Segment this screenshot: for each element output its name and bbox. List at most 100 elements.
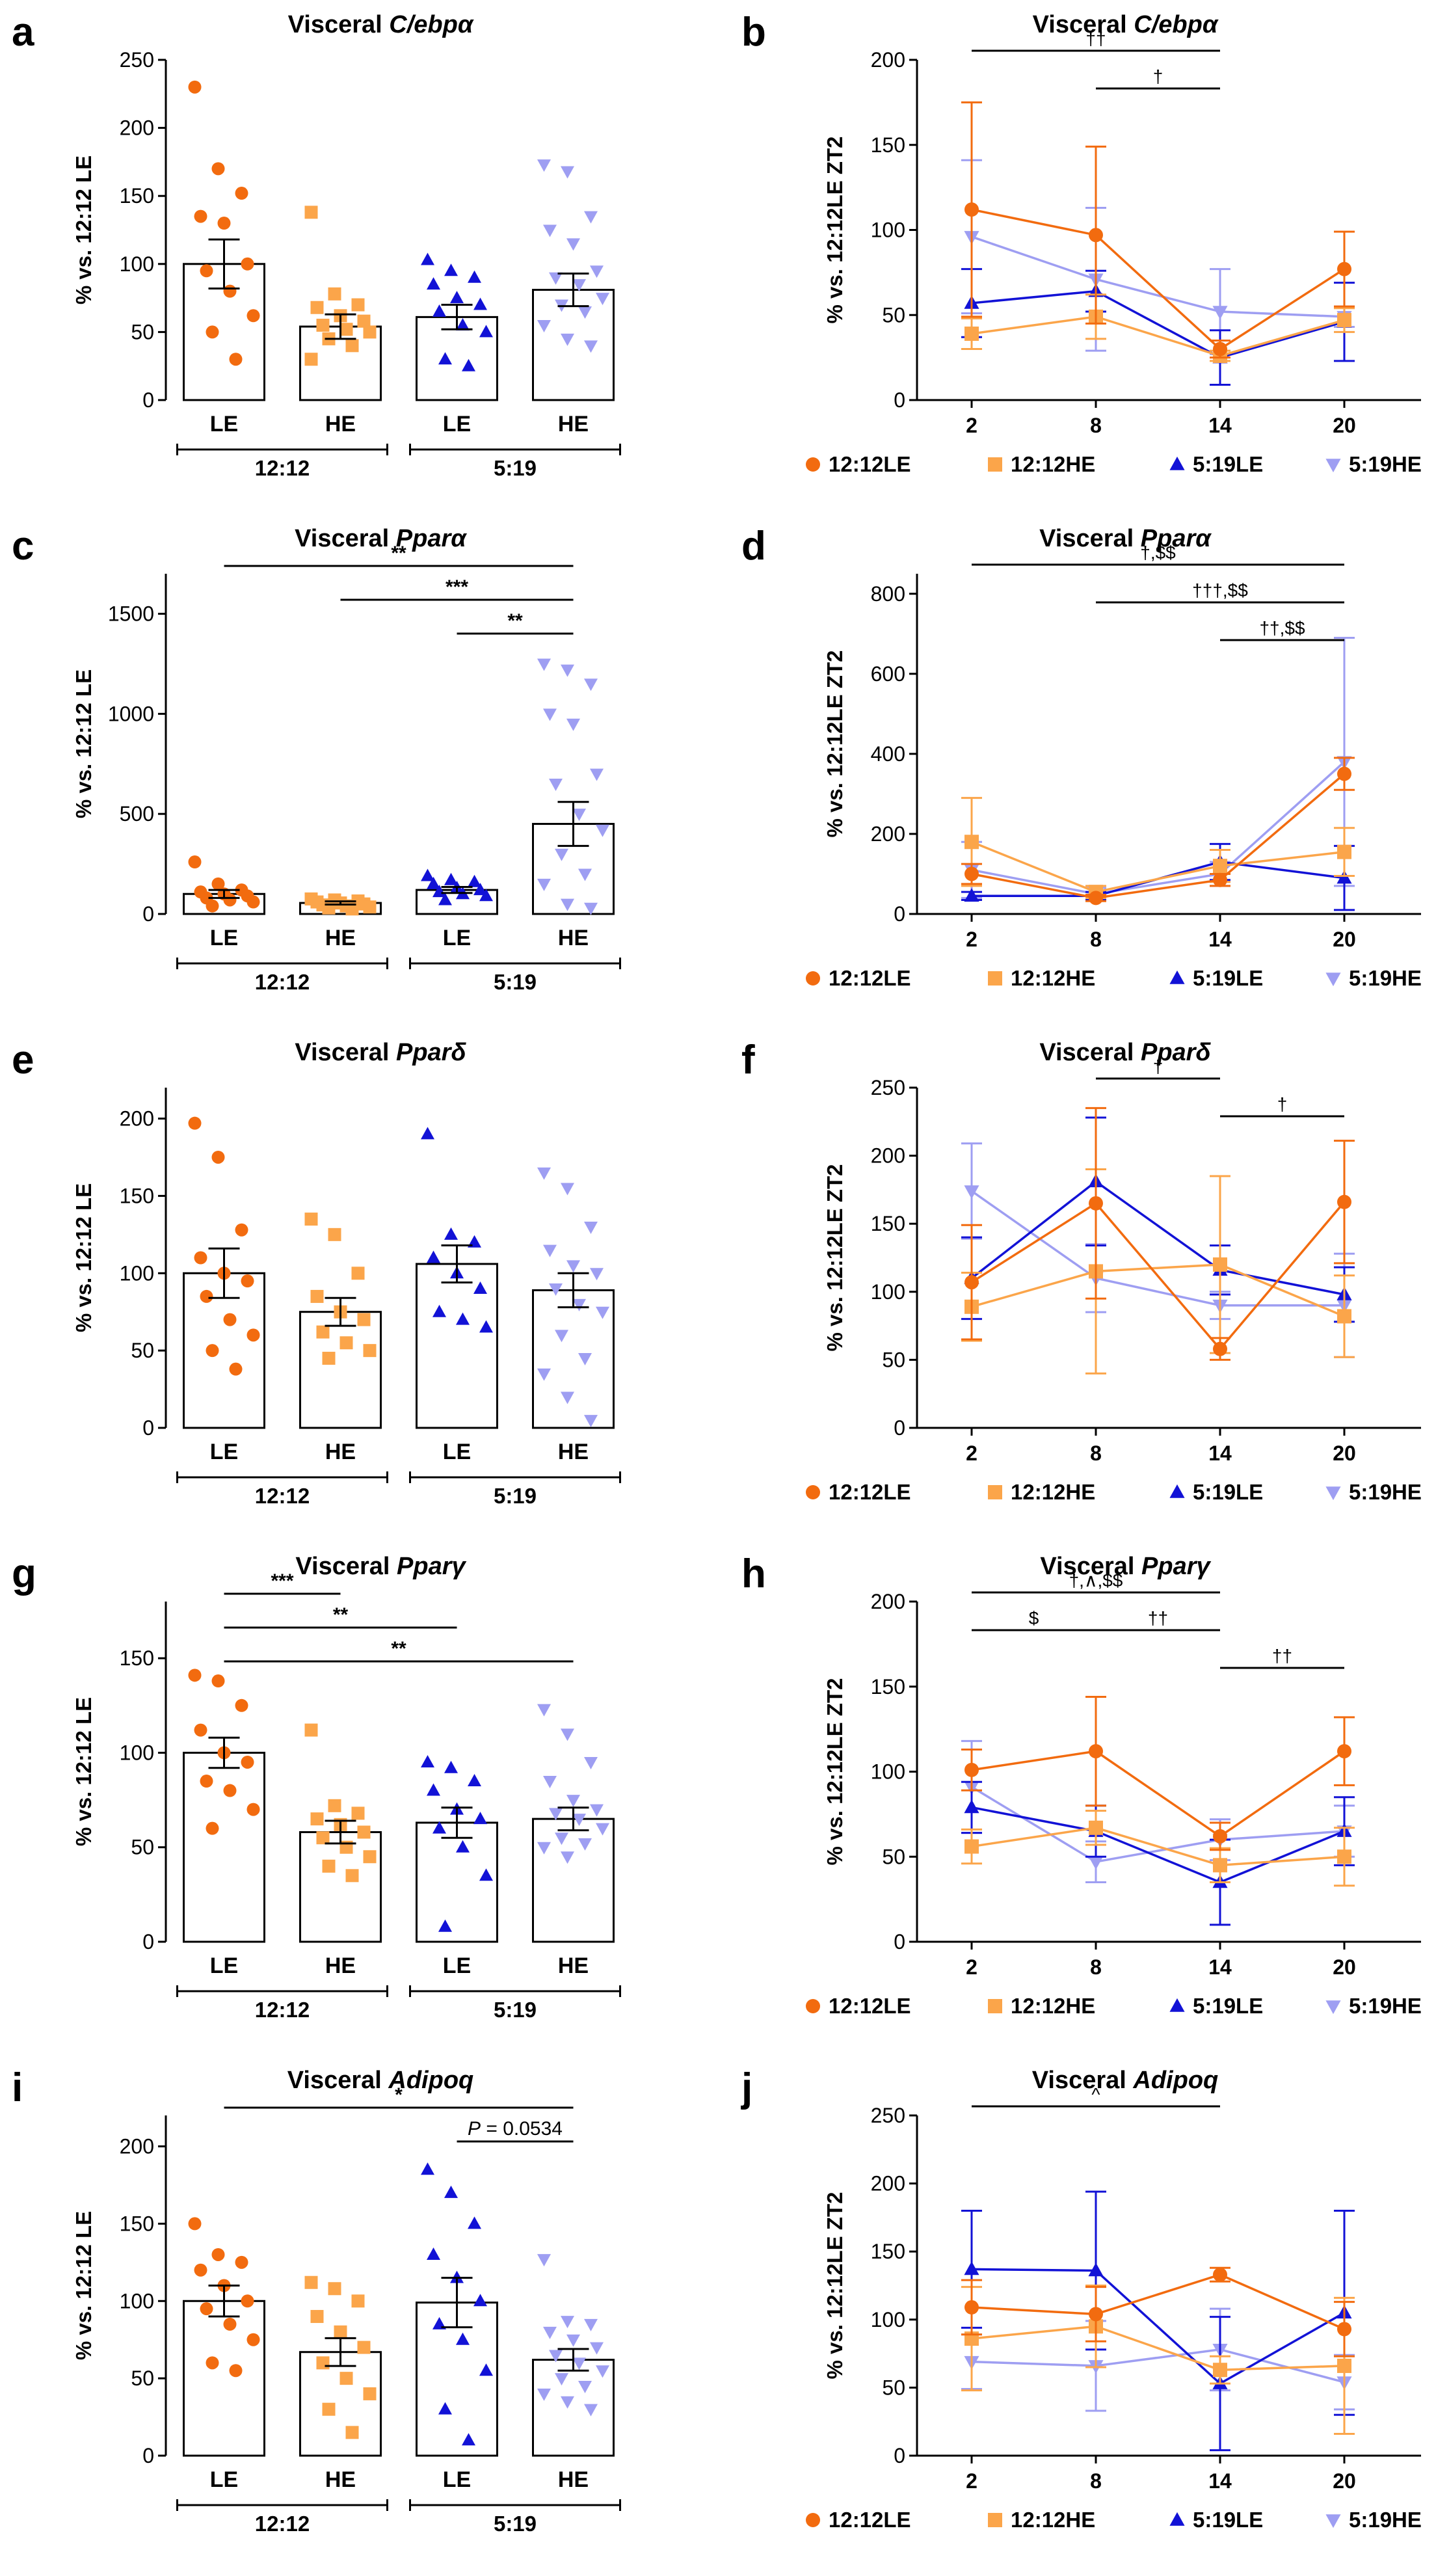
chart-title: Visceral Adipoq (287, 2067, 474, 2094)
data-point (351, 1267, 365, 1280)
data-point (200, 264, 213, 278)
x-tick-label: 8 (1090, 928, 1102, 951)
significance-label: P = 0.0534 (468, 2118, 563, 2140)
data-point (964, 2300, 979, 2314)
panel-b: b Visceral C/ebpα 0 50 100 150 200 % vs. 12:12L… (741, 10, 1422, 476)
x-tick-label: LE (443, 926, 471, 950)
data-point (322, 1352, 336, 1365)
data-point (328, 1228, 341, 1241)
data-point (310, 1289, 324, 1303)
data-point (316, 1831, 330, 1845)
x-tick-label: 14 (1208, 1442, 1232, 1465)
data-point (241, 2294, 254, 2308)
data-point (543, 708, 557, 721)
bar (299, 2351, 382, 2457)
data-point (421, 1127, 434, 1140)
data-point (584, 902, 598, 915)
group-label: 5:19 (494, 2512, 537, 2536)
data-point (304, 353, 318, 366)
bar (532, 1818, 615, 1943)
data-point (211, 1150, 225, 1164)
data-point (566, 238, 580, 251)
data-point (1089, 2307, 1103, 2322)
data-point (1337, 1309, 1351, 1324)
data-point (473, 2294, 487, 2307)
data-point (345, 2426, 359, 2439)
x-tick-label: LE (210, 2467, 238, 2492)
y-tick-label: 250 (871, 1076, 905, 1099)
data-point (246, 895, 260, 909)
data-point (1213, 1858, 1227, 1873)
y-tick-label: 50 (131, 320, 154, 343)
x-tick-label: LE (443, 1953, 471, 1978)
x-tick-label: LE (443, 2467, 471, 2492)
y-tick-label: 50 (882, 1348, 905, 1371)
data-point (427, 1783, 440, 1796)
data-point (584, 2404, 598, 2417)
x-tick-label: HE (558, 1953, 589, 1978)
data-point (561, 1183, 574, 1196)
data-point (473, 1281, 487, 1295)
y-axis-label: % vs. 12:12 LE (72, 669, 96, 818)
y-tick-label: 1000 (108, 702, 154, 725)
y-tick-label: 150 (871, 1675, 905, 1698)
y-tick-label: 150 (120, 1646, 154, 1670)
data-point (1213, 1257, 1227, 1272)
legend-marker (1169, 1998, 1185, 2012)
data-point (572, 1298, 586, 1311)
data-point (590, 2342, 604, 2355)
significance-label: †††,$$ (1192, 580, 1248, 600)
data-point (188, 1669, 202, 1682)
legend-label: 5:19LE (1193, 1994, 1263, 2018)
data-point (462, 2433, 475, 2446)
legend-marker (806, 1485, 820, 1499)
series-line (971, 1263, 1345, 1318)
data-point (241, 1274, 254, 1288)
data-point (584, 1756, 598, 1769)
legend-label: 5:19LE (1193, 452, 1263, 476)
data-point (549, 272, 563, 285)
data-point (1213, 872, 1227, 887)
data-point (444, 1760, 458, 1773)
data-point (194, 2263, 207, 2277)
data-point (310, 301, 324, 314)
data-point (206, 325, 219, 339)
data-point (578, 868, 592, 881)
y-tick-label: 0 (894, 2444, 905, 2467)
x-tick-label: 2 (966, 1955, 977, 1979)
legend-label: 5:19LE (1193, 966, 1263, 990)
data-point (421, 2162, 434, 2175)
y-tick-label: 200 (120, 116, 154, 140)
series-line (971, 1786, 1345, 1863)
y-axis-label: % vs. 12:12LE ZT2 (823, 137, 847, 324)
y-tick-label: 1500 (108, 602, 154, 626)
legend-label: 12:12LE (829, 452, 911, 476)
y-tick-label: 250 (120, 48, 154, 72)
panel-label: c (12, 524, 34, 569)
data-point (304, 206, 318, 219)
y-tick-label: 0 (142, 902, 154, 926)
group-label: 12:12 (255, 456, 310, 480)
significance-label: †,$$ (1140, 543, 1176, 563)
data-point (444, 1227, 458, 1240)
data-point (229, 2364, 243, 2378)
data-point (590, 265, 604, 278)
panel-label: h (741, 1551, 766, 1596)
data-point (479, 1868, 493, 1881)
data-point (304, 2275, 318, 2289)
data-point (339, 323, 353, 336)
series-line (971, 1750, 1345, 1838)
data-point (561, 333, 574, 346)
data-point (566, 1260, 580, 1273)
legend-marker (1325, 973, 1341, 987)
data-point (964, 202, 979, 217)
significance-label: † (1153, 66, 1163, 87)
significance-label: † (1277, 1094, 1288, 1114)
chart-title: Visceral Pparδ (1039, 1039, 1211, 1066)
legend-label: 12:12HE (1011, 966, 1095, 990)
data-point (246, 1803, 260, 1816)
y-tick-label: 100 (120, 252, 154, 276)
data-point (345, 1869, 359, 1883)
legend-marker (1325, 2000, 1341, 2015)
significance-label: ††,$$ (1259, 618, 1305, 638)
